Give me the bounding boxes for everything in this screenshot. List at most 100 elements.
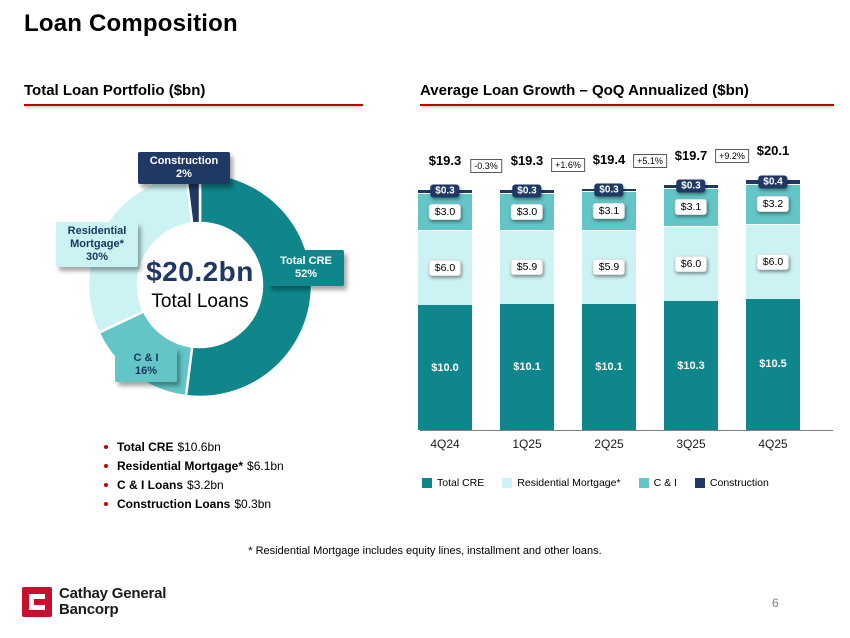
x-axis-label: 4Q25: [758, 437, 788, 451]
total-loans-label: Total Loans: [151, 291, 249, 312]
legend-label: Total CRE: [437, 477, 485, 489]
legend-item-0: Total CRE: [422, 477, 484, 489]
bar-segment: $6.0: [746, 223, 800, 299]
loan-growth-bar-chart: $10.0 $6.0 $3.0 $0.3 $19.3 $10.1 $5.9 $3.0 $0.3 $…: [418, 125, 835, 520]
bar-segment-label: $3.1: [592, 203, 626, 220]
legend-swatch: [694, 478, 705, 488]
growth-rate-box: +5.1%: [633, 153, 667, 168]
legend-swatch: [422, 478, 432, 488]
footnote: * Residential Mortgage includes equity l…: [248, 545, 602, 557]
bar-segment: $3.0: [500, 192, 554, 230]
bar-segment-label: $3.2: [756, 196, 790, 213]
bar-column-4Q25: $10.5 $6.0 $3.2 $0.4 $20.1: [746, 143, 800, 430]
x-axis-label: 3Q25: [676, 437, 706, 451]
cathay-logo-icon: [22, 587, 52, 617]
bar-segment-label: $0.3: [512, 184, 542, 198]
bar-segment: $6.0: [418, 230, 472, 305]
bar-total-label: $19.3: [510, 152, 544, 168]
bars-row: $10.0 $6.0 $3.0 $0.3 $19.3 $10.1 $5.9 $3.0 $0.3 $…: [418, 125, 800, 430]
chart-legend: Total CRE Residential Mortgage* C & I Const…: [422, 477, 835, 489]
legend-label: C & I: [653, 477, 677, 489]
legend-label: Residential Mortgage*: [517, 477, 621, 489]
growth-rate-box: -0.3%: [470, 158, 502, 173]
x-axis-labels: 4Q24 1Q25 2Q25 3Q25 4Q25: [418, 437, 800, 451]
bullet-dot: [104, 502, 108, 506]
x-axis-line: [420, 430, 833, 431]
bar-column-3Q25: $10.3 $6.0 $3.1 $0.3 $19.7: [664, 148, 718, 430]
bullet-item: Total CRE $10.6bn: [104, 440, 284, 454]
bar-total-label: $19.7: [674, 147, 708, 163]
legend-item-1: Residential Mortgage*: [502, 477, 621, 489]
loan-portfolio-donut-chart: $20.2bn Total Loans Construction 2% Reside…: [28, 130, 398, 440]
x-axis-label: 4Q24: [430, 437, 460, 451]
bar-segment: $3.0: [418, 192, 472, 230]
donut-callout-c-and-i: C & I 16%: [115, 348, 177, 382]
bullet-dot: [104, 464, 108, 468]
bar-segment-label: $0.3: [430, 184, 460, 198]
bar-segment-label: $5.9: [592, 259, 626, 276]
logo-text-line2: Bancorp: [59, 601, 119, 618]
bar-total-label: $19.3: [428, 152, 462, 168]
growth-rate-box: +9.2%: [715, 148, 749, 163]
bar-segment: $6.0: [664, 226, 718, 302]
bar-column-4Q24: $10.0 $6.0 $3.0 $0.3 $19.3: [418, 153, 472, 430]
bullet-dot: [104, 445, 108, 449]
donut-callout-residential-mortgage: Residential Mortgage* 30%: [56, 222, 138, 267]
legend-item-3: Construction: [694, 477, 769, 489]
logo-text-line1: Cathay General: [59, 585, 167, 602]
bar-segment-label: $10.1: [513, 360, 541, 373]
bar-segment: $0.4: [746, 175, 800, 189]
bar-segment-label: $10.0: [431, 361, 459, 374]
donut-callout-construction: Construction 2%: [138, 152, 230, 184]
donut-segment-total-cre: [184, 171, 314, 399]
bar-segment-label: $0.3: [594, 183, 624, 197]
bar-total-label: $19.4: [592, 151, 626, 167]
bar-segment-label: $10.1: [595, 360, 623, 373]
donut-callout-total-cre: Total CRE 52%: [268, 250, 344, 286]
x-axis-label: 1Q25: [512, 437, 542, 451]
legend-label: Construction: [709, 477, 769, 489]
bar-column-2Q25: $10.1 $5.9 $3.1 $0.3 $19.4: [582, 152, 636, 430]
bar-segment: $3.1: [582, 191, 636, 230]
bar-segment-label: $10.3: [677, 359, 705, 372]
bar-segment-label: $0.4: [758, 175, 788, 189]
bar-segment: $5.9: [582, 230, 636, 304]
bar-segment: $10.1: [500, 303, 554, 430]
total-loans-value: $20.2bn: [146, 256, 254, 287]
legend-swatch: [638, 478, 649, 488]
bar-segment-label: $5.9: [510, 259, 544, 276]
bullet-item: C & I Loans $3.2bn: [104, 478, 284, 492]
page-number: 6: [772, 596, 779, 610]
bar-segment: $10.3: [664, 301, 718, 430]
bar-segment: $0.3: [664, 179, 718, 193]
bar-segment: $10.5: [746, 298, 800, 430]
bar-segment-label: $6.0: [756, 253, 790, 270]
logo-text: Cathay General Bancorp: [59, 586, 166, 618]
left-section-heading: Total Loan Portfolio ($bn): [24, 82, 363, 106]
bar-segment: $5.9: [500, 230, 554, 304]
bar-segment: $10.1: [582, 303, 636, 430]
bar-segment: $3.2: [746, 183, 800, 224]
portfolio-bullet-list: Total CRE $10.6bn Residential Mortgage* $6.…: [104, 440, 284, 516]
bar-segment-label: $3.0: [510, 203, 544, 220]
bullet-item: Construction Loans $0.3bn: [104, 497, 284, 511]
bullet-item: Residential Mortgage* $6.1bn: [104, 459, 284, 473]
bar-segment-label: $6.0: [428, 260, 462, 276]
donut-center: $20.2bn Total Loans: [115, 256, 285, 313]
bar-column-1Q25: $10.1 $5.9 $3.0 $0.3 $19.3: [500, 153, 554, 430]
legend-swatch: [502, 478, 513, 488]
right-section-heading: Average Loan Growth – QoQ Annualized ($b…: [420, 82, 834, 106]
growth-rate-box: +1.6%: [551, 157, 585, 172]
company-logo: Cathay General Bancorp: [22, 586, 166, 618]
bar-segment: $0.3: [500, 184, 554, 198]
slide-title: Loan Composition: [24, 10, 238, 37]
bar-segment: $0.3: [582, 183, 636, 197]
bar-segment-label: $3.1: [674, 199, 708, 216]
legend-item-2: C & I: [638, 477, 677, 489]
bullet-dot: [104, 483, 108, 487]
bar-segment-label: $10.5: [759, 358, 787, 371]
x-axis-label: 2Q25: [594, 437, 624, 451]
bar-segment-label: $3.0: [428, 203, 462, 220]
bar-segment: $3.1: [664, 187, 718, 227]
